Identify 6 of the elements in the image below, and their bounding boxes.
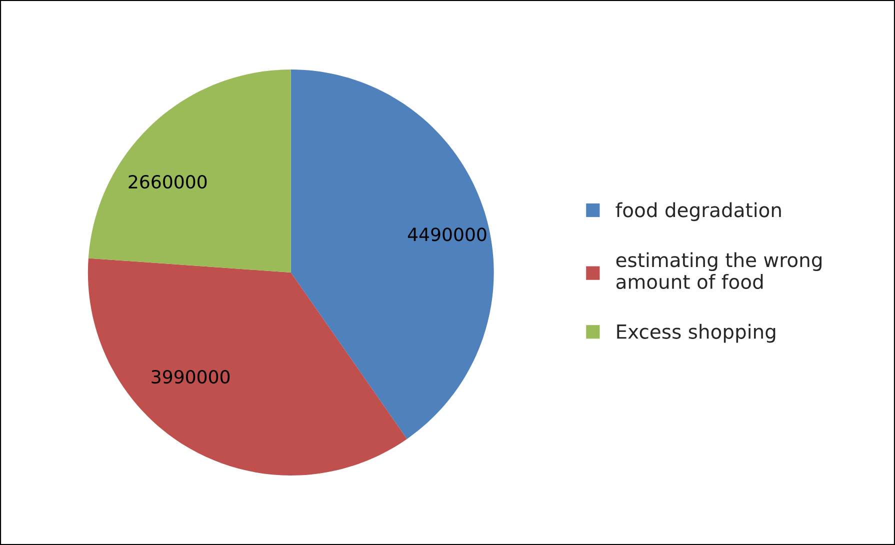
legend-label: food degradation: [616, 202, 781, 222]
legend-label: estimating the wrong amount of food: [616, 252, 822, 290]
data-label: 2660000: [128, 174, 207, 189]
legend-label: Excess shopping: [617, 324, 776, 343]
data-label: 3990000: [152, 370, 230, 384]
data-label: 4490000: [408, 228, 486, 242]
